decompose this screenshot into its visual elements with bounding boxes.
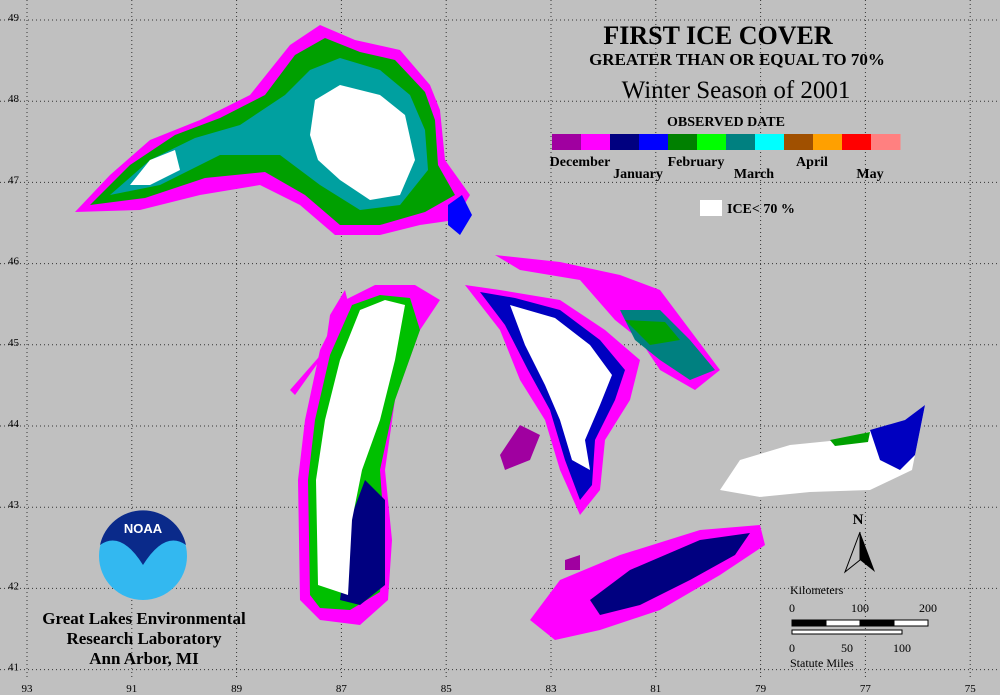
km-label: Kilometers (790, 583, 844, 597)
legend-swatch (784, 134, 814, 150)
legend-label: March (734, 167, 774, 182)
title: FIRST ICE COVER (603, 21, 832, 50)
legend-swatch (639, 134, 669, 150)
latitude-label: 47 (8, 174, 20, 186)
longitude-label: 83 (546, 683, 558, 695)
scale-segment (859, 619, 895, 627)
legend-label: December (550, 155, 611, 170)
legend-swatch (668, 134, 698, 150)
lake-ontario-white (720, 405, 925, 497)
legend-label: April (796, 155, 828, 170)
scale-segment (791, 619, 827, 627)
lake-superior-white (310, 85, 415, 200)
ice-swatch (700, 200, 722, 216)
logo-text: NOAA (124, 521, 163, 536)
lake-superior-white-west (130, 150, 180, 185)
longitude-label: 75 (965, 683, 977, 695)
latitude-label: 41 (8, 662, 19, 674)
noaa-logo: NOAA (99, 510, 187, 600)
legend-swatch (726, 134, 756, 150)
legend-swatch (697, 134, 727, 150)
mile-tick: 0 (789, 641, 795, 655)
km-tick: 100 (851, 601, 869, 615)
latitude-label: 45 (8, 337, 20, 349)
lakes (75, 25, 925, 640)
lake-erie-blue (590, 533, 750, 615)
scale-segment (825, 619, 861, 627)
longitude-label: 79 (755, 683, 767, 695)
mile-label: Statute Miles (790, 656, 854, 670)
longitude-label: 89 (231, 683, 243, 695)
legend-label: February (668, 155, 725, 170)
longitude-label: 77 (860, 683, 872, 695)
legend-swatch (581, 134, 611, 150)
latitude-label: 46 (8, 256, 20, 268)
legend-swatch (871, 134, 901, 150)
lake-michigan-blue (340, 480, 385, 605)
legend-swatch (842, 134, 872, 150)
km-tick: 0 (789, 601, 795, 615)
legend-label: May (856, 167, 883, 182)
legend-swatch (755, 134, 785, 150)
longitude-label: 81 (650, 683, 661, 695)
lake-ontario-blue (870, 405, 925, 470)
legend-title: OBSERVED DATE (667, 115, 785, 130)
km-tick: 200 (919, 601, 937, 615)
scale-bar: Kilometers 0 100 200 0 50 100 Statute Miles (789, 583, 937, 670)
lake-ontario-green (830, 432, 870, 446)
north-arrow (860, 532, 875, 572)
north-label: N (853, 512, 864, 528)
saginaw-bay (500, 425, 540, 470)
legend-swatch (813, 134, 843, 150)
lake-st-clair (565, 555, 580, 570)
green-bay (290, 290, 350, 395)
legend-label: January (613, 167, 663, 182)
latitude-label: 44 (8, 418, 20, 430)
lake-michigan-white (316, 300, 405, 595)
season: Winter Season of 2001 (622, 77, 851, 104)
mile-tick: 100 (893, 641, 911, 655)
scale-mile-bar (791, 629, 903, 635)
scale-segment (893, 619, 929, 627)
logo-bird (100, 510, 186, 565)
legend-swatch (552, 134, 582, 150)
ice-label: ICE< 70 % (727, 202, 795, 217)
lake-huron-white (510, 305, 612, 470)
longitude-label: 85 (441, 683, 453, 695)
subtitle: GREATER THAN OR EQUAL TO 70% (589, 50, 885, 69)
longitude-label: 87 (336, 683, 348, 695)
lab-line: Research Laboratory (66, 629, 222, 648)
lab-line: Ann Arbor, MI (89, 649, 199, 668)
green-bay-north (448, 195, 472, 235)
north-arrow-outline (843, 531, 861, 574)
longitude-label: 93 (22, 683, 34, 695)
legend-swatch (610, 134, 640, 150)
latitude-label: 42 (8, 580, 19, 592)
georgian-bay-green (625, 320, 680, 345)
latitude-label: 43 (8, 499, 20, 511)
latitude-label: 49 (8, 12, 20, 24)
lab-line: Great Lakes Environmental (42, 609, 246, 628)
longitude-label: 91 (126, 683, 137, 695)
mile-tick: 50 (841, 641, 853, 655)
latitude-label: 48 (8, 93, 20, 105)
